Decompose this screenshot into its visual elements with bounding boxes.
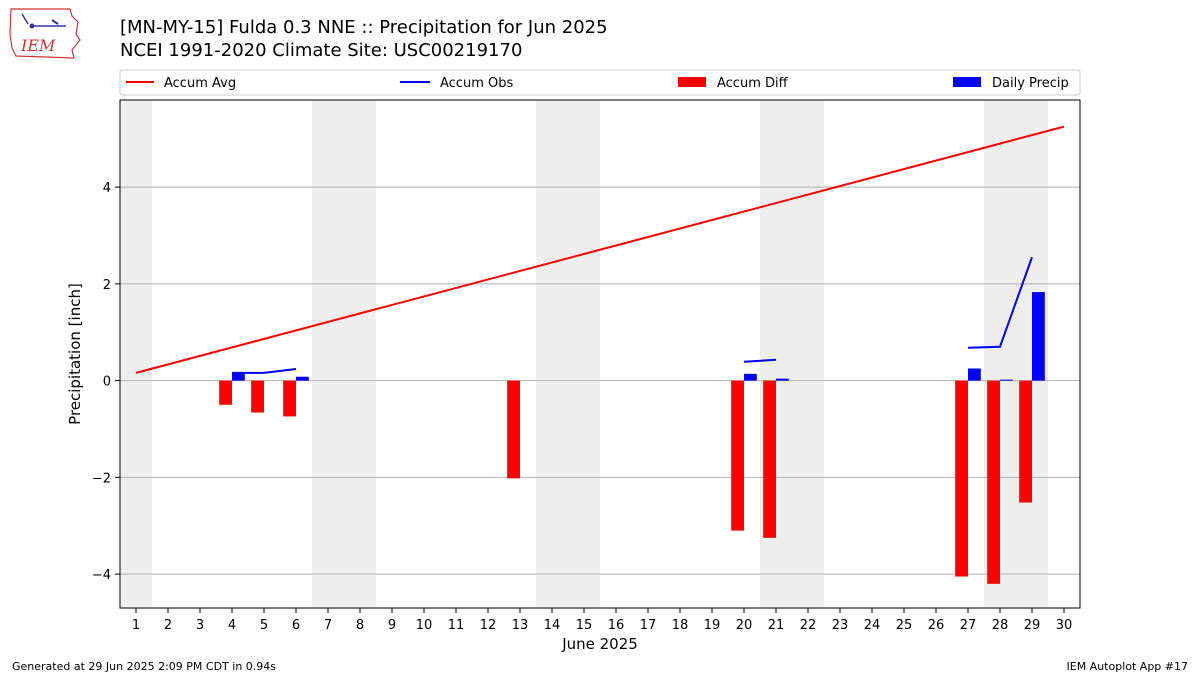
x-tick-label: 7 [324, 618, 332, 633]
x-tick-label: 16 [608, 618, 625, 633]
y-tick-label: 4 [103, 181, 111, 196]
y-tick-label: −2 [92, 471, 111, 486]
plot-frame [119, 99, 1081, 609]
x-tick-label: 28 [992, 618, 1009, 633]
x-tick-label: 6 [292, 618, 300, 633]
x-tick-label: 19 [704, 618, 721, 633]
x-tick-label: 21 [768, 618, 785, 633]
accum-diff-bar [251, 380, 264, 413]
x-tick-label: 10 [416, 618, 433, 633]
accum-obs-line [232, 368, 297, 374]
x-tick-label: 29 [1024, 618, 1041, 633]
weekend-band [120, 100, 152, 608]
x-tick-label: 30 [1056, 618, 1073, 633]
accum-diff-bar [507, 380, 520, 479]
accum-diff-bar [987, 380, 1000, 584]
legend-swatch-daily-precip [953, 77, 981, 87]
daily-precip-bar [232, 372, 245, 381]
y-axis-label: Precipitation [inch] [66, 283, 84, 425]
gridlines [120, 186, 1080, 575]
weekend-band [312, 100, 376, 608]
x-tick-label: 9 [388, 618, 396, 633]
x-tick-label: 8 [356, 618, 364, 633]
x-tick-label: 15 [576, 618, 593, 633]
accum-diff-bar [283, 380, 296, 417]
accum-diff-bar [1019, 380, 1032, 503]
x-tick-label: 26 [928, 618, 945, 633]
daily-precip-bar [1000, 379, 1013, 381]
daily-precip-bar [744, 373, 757, 381]
bars [219, 292, 1045, 584]
accum-obs-line [743, 358, 777, 363]
x-tick-label: 14 [544, 618, 561, 633]
x-tick-label: 12 [480, 618, 497, 633]
x-tick-label: 22 [800, 618, 817, 633]
logo-text: IEM [20, 36, 56, 55]
daily-precip-bar [1032, 292, 1045, 381]
x-tick-label: 18 [672, 618, 689, 633]
x-tick-label: 25 [896, 618, 913, 633]
legend: Accum Avg Accum Obs Accum Diff Daily Pre… [119, 69, 1081, 96]
legend-label-daily-precip: Daily Precip [992, 76, 1069, 91]
accum-diff-bar [731, 380, 744, 531]
x-tick-label: 24 [864, 618, 881, 633]
x-tick-label: 13 [512, 618, 529, 633]
y-tick-label: −4 [92, 568, 111, 583]
legend-swatch-accum-diff [678, 77, 706, 87]
y-tick-label: 0 [103, 375, 111, 390]
x-tick-label: 5 [260, 618, 268, 633]
x-tick-label: 11 [448, 618, 465, 633]
x-tick-label: 4 [228, 618, 236, 633]
daily-precip-bar [776, 378, 789, 381]
generated-footer: Generated at 29 Jun 2025 2:09 PM CDT in … [12, 660, 277, 673]
weekend-shading [120, 100, 1048, 608]
accum-avg-line [135, 125, 1065, 374]
weekend-band [536, 100, 600, 608]
accum-diff-bar [219, 380, 232, 405]
accum-diff-bar [955, 380, 968, 577]
x-tick-label: 2 [164, 618, 172, 633]
chart-title: [MN-MY-15] Fulda 0.3 NNE :: Precipitatio… [120, 17, 608, 38]
app-footer: IEM Autoplot App #17 [1066, 660, 1189, 673]
x-tick-label: 17 [640, 618, 657, 633]
accum-obs-line [967, 256, 1033, 349]
y-tick-label: 2 [103, 278, 111, 293]
chart-subtitle: NCEI 1991-2020 Climate Site: USC00219170 [120, 40, 523, 61]
x-tick-label: 23 [832, 618, 849, 633]
x-tick-label: 1 [132, 618, 140, 633]
x-tick-label: 27 [960, 618, 977, 633]
daily-precip-bar [296, 376, 309, 381]
x-axis-label: June 2025 [561, 635, 638, 653]
legend-label-accum-diff: Accum Diff [717, 76, 789, 91]
lines [135, 125, 1065, 374]
legend-label-accum-avg: Accum Avg [164, 76, 236, 91]
x-tick-label: 20 [736, 618, 753, 633]
daily-precip-bar [968, 368, 981, 381]
x-tick-label: 3 [196, 618, 204, 633]
accum-diff-bar [763, 380, 776, 538]
legend-label-accum-obs: Accum Obs [440, 76, 513, 91]
iem-logo: IEM [8, 6, 82, 64]
